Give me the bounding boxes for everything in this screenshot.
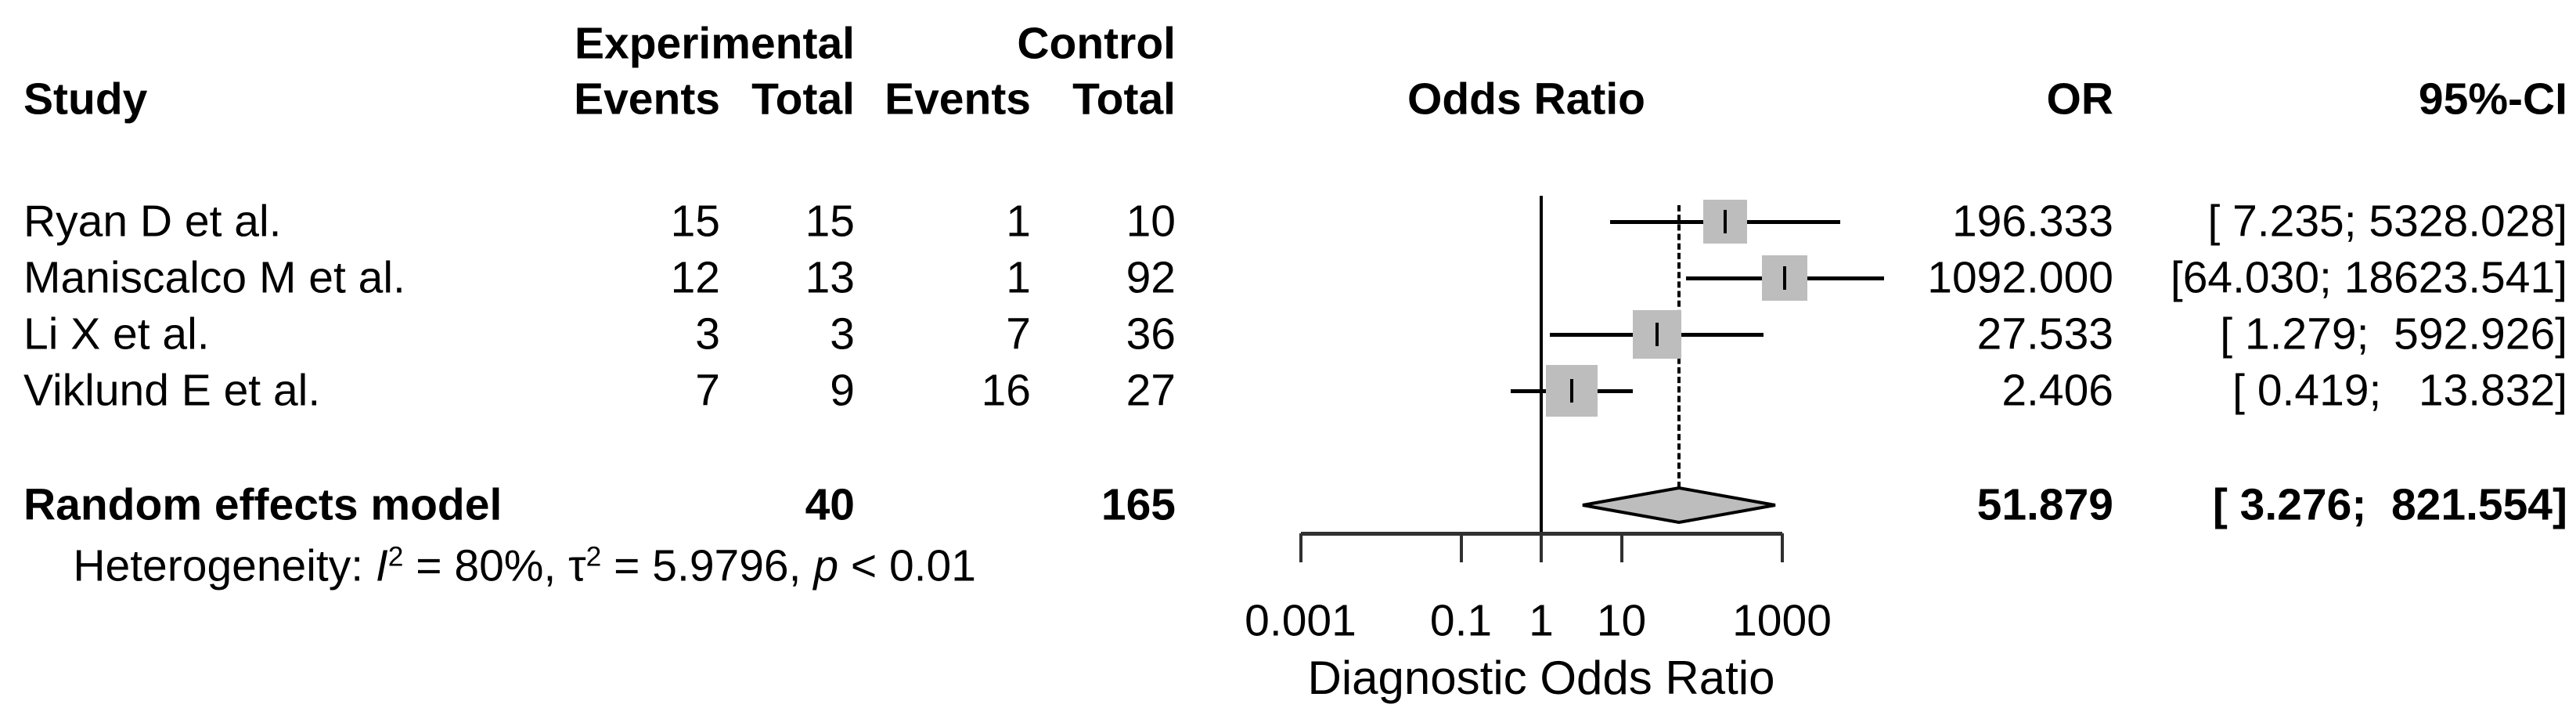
summary-ctrl-total: 165 bbox=[1101, 479, 1176, 530]
or-value: 196.333 bbox=[1951, 196, 2113, 247]
summary-diamond-shape bbox=[1582, 486, 1776, 525]
het-tau-superscript: 2 bbox=[585, 541, 602, 572]
header-exp-total: Total bbox=[751, 74, 855, 125]
reference-line-or-1 bbox=[1540, 196, 1543, 537]
header-group-experimental: Experimental bbox=[575, 18, 855, 69]
summary-diamond bbox=[1582, 486, 1776, 525]
x-axis-tick bbox=[1299, 533, 1302, 562]
summary-label: Random effects model bbox=[23, 479, 503, 530]
ctrl-events-value: 16 bbox=[981, 365, 1031, 416]
header-or: OR bbox=[2046, 74, 2114, 125]
summary-exp-total: 40 bbox=[805, 479, 855, 530]
exp-total-value: 13 bbox=[805, 252, 855, 303]
x-axis-tick bbox=[1540, 533, 1543, 562]
exp-total-value: 15 bbox=[805, 196, 855, 247]
x-axis-tick bbox=[1619, 533, 1623, 562]
study-name: Maniscalco M et al. bbox=[23, 252, 405, 303]
x-tick-label: 1 bbox=[1529, 595, 1554, 646]
header-odds-ratio: Odds Ratio bbox=[1407, 74, 1646, 125]
het-prefix: Heterogeneity: bbox=[73, 540, 376, 591]
ci-value: [ 7.235; 5328.028] bbox=[2207, 196, 2567, 247]
point-estimate-tick bbox=[1655, 323, 1659, 346]
or-value: 27.533 bbox=[1976, 309, 2113, 359]
study-name: Viklund E et al. bbox=[23, 365, 321, 416]
het-suffix: < 0.01 bbox=[838, 540, 976, 591]
exp-events-value: 12 bbox=[670, 252, 720, 303]
ctrl-events-value: 1 bbox=[1006, 252, 1031, 303]
header-study: Study bbox=[23, 74, 148, 125]
study-name: Li X et al. bbox=[23, 309, 210, 359]
ci-value: [ 1.279; 592.926] bbox=[2220, 309, 2567, 359]
ctrl-total-value: 36 bbox=[1126, 309, 1176, 359]
or-value: 1092.000 bbox=[1927, 252, 2113, 303]
het-mid1: = 80%, bbox=[403, 540, 569, 591]
ctrl-total-value: 27 bbox=[1126, 365, 1176, 416]
het-p-symbol: p bbox=[813, 540, 839, 591]
het-mid2: = 5.9796, bbox=[601, 540, 814, 591]
x-axis-tick bbox=[1780, 533, 1784, 562]
x-tick-label: 1000 bbox=[1732, 595, 1832, 646]
study-name: Ryan D et al. bbox=[23, 196, 282, 247]
exp-total-value: 9 bbox=[830, 365, 855, 416]
het-i-superscript: 2 bbox=[387, 541, 404, 572]
exp-events-value: 7 bbox=[695, 365, 720, 416]
ctrl-total-value: 10 bbox=[1126, 196, 1176, 247]
ci-value: [ 0.419; 13.832] bbox=[2232, 365, 2567, 416]
x-axis-title: Diagnostic Odds Ratio bbox=[1307, 652, 1775, 704]
header-group-control: Control bbox=[1017, 18, 1176, 69]
exp-events-value: 3 bbox=[695, 309, 720, 359]
x-axis-tick bbox=[1459, 533, 1463, 562]
header-ctrl-events: Events bbox=[884, 74, 1031, 125]
ctrl-events-value: 1 bbox=[1006, 196, 1031, 247]
summary-or-value: 51.879 bbox=[1976, 479, 2113, 530]
heterogeneity-text: Heterogeneity: I2 = 80%, τ2 = 5.9796, p … bbox=[23, 500, 976, 634]
or-value: 2.406 bbox=[2001, 365, 2113, 416]
ctrl-events-value: 7 bbox=[1006, 309, 1031, 359]
x-tick-label: 10 bbox=[1596, 595, 1647, 646]
exp-events-value: 15 bbox=[670, 196, 720, 247]
header-ci: 95%-CI bbox=[2418, 74, 2567, 125]
header-exp-events: Events bbox=[574, 74, 720, 125]
point-estimate-tick bbox=[1783, 266, 1787, 290]
x-tick-label: 0.001 bbox=[1245, 595, 1356, 646]
point-estimate-tick bbox=[1570, 379, 1574, 403]
exp-total-value: 3 bbox=[830, 309, 855, 359]
ctrl-total-value: 92 bbox=[1126, 252, 1176, 303]
header-ctrl-total: Total bbox=[1072, 74, 1176, 125]
point-estimate-tick bbox=[1724, 210, 1728, 233]
summary-ci-value: [ 3.276; 821.554] bbox=[2212, 479, 2567, 530]
het-i-symbol: I bbox=[375, 540, 388, 591]
het-tau-symbol: τ bbox=[568, 540, 586, 591]
x-tick-label: 0.1 bbox=[1429, 595, 1493, 646]
ci-value: [64.030; 18623.541] bbox=[2170, 252, 2567, 303]
